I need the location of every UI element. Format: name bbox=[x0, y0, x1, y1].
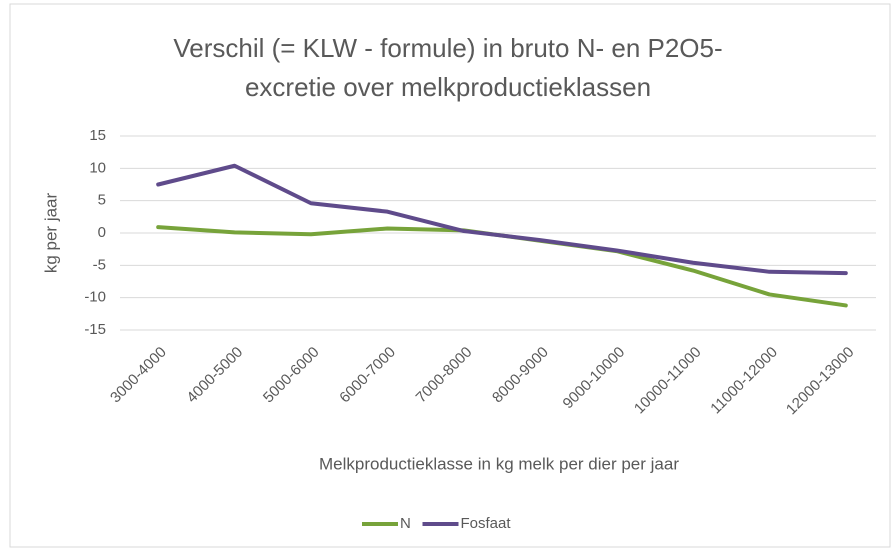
chart-title: Verschil (= KLW - formule) in bruto N- e… bbox=[173, 33, 722, 63]
legend-label: N bbox=[400, 515, 411, 532]
series-line bbox=[156, 163, 848, 276]
y-tick-label: -15 bbox=[84, 321, 106, 338]
y-tick-label: 0 bbox=[98, 224, 106, 241]
y-axis-label: kg per jaar bbox=[41, 193, 60, 274]
legend-label: Fosfaat bbox=[461, 515, 512, 532]
y-tick-label: 10 bbox=[89, 159, 106, 176]
y-tick-label: 15 bbox=[89, 127, 106, 144]
y-tick-label: -10 bbox=[84, 289, 106, 306]
chart-frame bbox=[9, 3, 891, 548]
y-tick-label: -5 bbox=[93, 256, 106, 273]
y-tick-label: 5 bbox=[98, 192, 106, 209]
x-axis-label: Melkproductieklasse in kg melk per dier … bbox=[319, 454, 679, 473]
chart-title: excretie over melkproductieklassen bbox=[245, 72, 651, 102]
